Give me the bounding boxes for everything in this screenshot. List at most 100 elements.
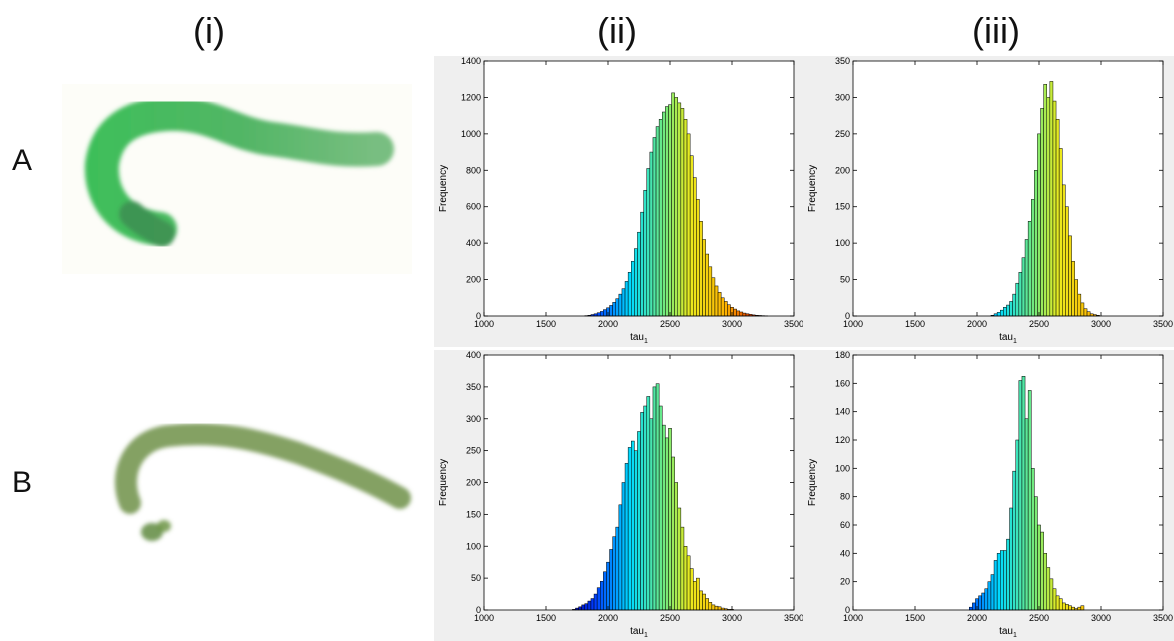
- histogram-bar: [1003, 307, 1007, 317]
- histogram-b-ii: 1000 1500 2000 2500 3000 3500 0 50 100 150 200 250 3…: [438, 350, 804, 639]
- x-tick-label: 2000: [598, 613, 618, 623]
- histogram-bar: [634, 248, 638, 317]
- histogram-bar: [1027, 221, 1032, 317]
- y-tick-label: 1400: [461, 56, 481, 66]
- x-tick-label: 3000: [722, 319, 742, 329]
- histogram-bar: [1006, 304, 1010, 317]
- x-tick-label: 1500: [905, 613, 925, 623]
- x-tick-label: 2500: [660, 319, 680, 329]
- histogram-bar: [1052, 100, 1057, 317]
- y-tick-label: 50: [840, 275, 850, 285]
- histogram-bar: [708, 266, 713, 317]
- histogram-bar: [621, 288, 626, 317]
- y-tick-label: 1000: [461, 129, 481, 139]
- plot-area: [853, 61, 1163, 316]
- histogram-bar: [674, 482, 678, 611]
- histogram-bar: [1009, 301, 1013, 317]
- histogram-bar: [1068, 235, 1072, 317]
- histogram-bar: [1021, 376, 1026, 611]
- histogram-bar: [615, 298, 620, 317]
- histogram-panel-a-ii: 1000 1500 2000 2500 3000 3500 0 200 400 600 800 100…: [434, 56, 805, 347]
- histogram-bar: [1068, 605, 1072, 611]
- y-tick-label: 0: [476, 311, 481, 321]
- histogram-bar: [677, 102, 682, 317]
- histogram-bar: [643, 190, 647, 317]
- histogram-bar: [696, 199, 700, 317]
- histogram-bar: [739, 311, 744, 317]
- histogram-bar: [584, 603, 589, 611]
- histogram-bar: [609, 305, 613, 317]
- histogram-bar: [696, 577, 700, 611]
- x-tick-label: 1500: [536, 319, 556, 329]
- histogram-bar: [972, 602, 976, 611]
- histogram-bar: [637, 231, 641, 317]
- histogram-bar: [702, 239, 706, 317]
- histogram-panel-b-iii: 1000 1500 2000 2500 3000 3500 0 20 40 60 80 100 120 1…: [803, 350, 1174, 641]
- x-tick-label: 3000: [1091, 319, 1111, 329]
- x-tick-label: 3500: [1153, 613, 1173, 623]
- y-tick-label: 250: [835, 129, 850, 139]
- histogram-bar: [1009, 507, 1013, 611]
- histogram-bar: [1083, 308, 1088, 317]
- histogram-bar: [668, 428, 672, 611]
- x-tick-label: 3000: [1091, 613, 1111, 623]
- histogram-bar: [649, 151, 654, 317]
- x-tick-label: 3500: [784, 319, 804, 329]
- histogram-bar: [612, 536, 616, 611]
- histogram-bar: [677, 507, 682, 611]
- y-tick-label: 300: [466, 414, 481, 424]
- histogram-bar: [646, 396, 651, 611]
- histogram-bar: [714, 285, 719, 317]
- histogram-bar: [621, 482, 626, 611]
- histogram-bar: [1012, 470, 1016, 611]
- histogram-bar: [627, 447, 632, 611]
- histogram-b-iii: 1000 1500 2000 2500 3000 3500 0 20 40 60 80 100 120 1…: [807, 350, 1173, 639]
- y-tick-label: 100: [835, 238, 850, 248]
- histogram-bar: [689, 568, 694, 611]
- x-tick-label: 1000: [843, 613, 863, 623]
- histogram-bar: [1058, 148, 1063, 317]
- histogram-bar: [1015, 282, 1020, 317]
- histogram-bar: [618, 293, 623, 317]
- specimen-image-b: [115, 423, 411, 541]
- histogram-bar: [736, 310, 740, 317]
- histogram-bar: [1021, 257, 1026, 317]
- histogram-bar: [699, 590, 703, 611]
- histogram-bar: [1000, 309, 1004, 317]
- histogram-bar: [711, 277, 716, 317]
- histogram-bar: [646, 168, 651, 317]
- histogram-bar: [655, 126, 660, 317]
- histogram-bar: [674, 97, 678, 317]
- histogram-bar: [1000, 550, 1004, 611]
- y-tick-label: 1200: [461, 92, 481, 102]
- histogram-bar: [699, 221, 703, 317]
- histogram-bar: [720, 297, 725, 317]
- histogram-bar: [1055, 595, 1060, 611]
- histogram-bar: [1018, 272, 1023, 317]
- histogram-bar: [624, 463, 629, 611]
- histogram-bar: [1034, 496, 1038, 611]
- histogram-bar: [1077, 606, 1082, 611]
- histogram-bar: [631, 440, 635, 611]
- histogram-bar: [662, 111, 666, 317]
- histogram-bar: [717, 292, 722, 317]
- histogram-bar: [683, 119, 688, 317]
- x-tick-label: 3500: [1153, 319, 1173, 329]
- y-tick-label: 600: [466, 202, 481, 212]
- row-label-a: A: [12, 144, 33, 177]
- histogram-bar: [590, 598, 595, 611]
- y-tick-label: 40: [840, 548, 850, 558]
- plot-frame: [852, 60, 1164, 317]
- y-tick-label: 200: [835, 165, 850, 175]
- histogram-bar: [711, 604, 716, 611]
- histogram-bar: [987, 581, 992, 611]
- histogram-bar: [596, 587, 601, 611]
- histogram-bar: [1071, 606, 1075, 611]
- histogram-bar: [618, 504, 623, 611]
- y-tick-label: 400: [466, 350, 481, 360]
- histogram-bar: [689, 155, 694, 317]
- x-tick-label: 2500: [660, 613, 680, 623]
- histogram-bar: [640, 211, 644, 317]
- histogram-bar: [655, 383, 660, 611]
- histogram-bar: [705, 253, 709, 317]
